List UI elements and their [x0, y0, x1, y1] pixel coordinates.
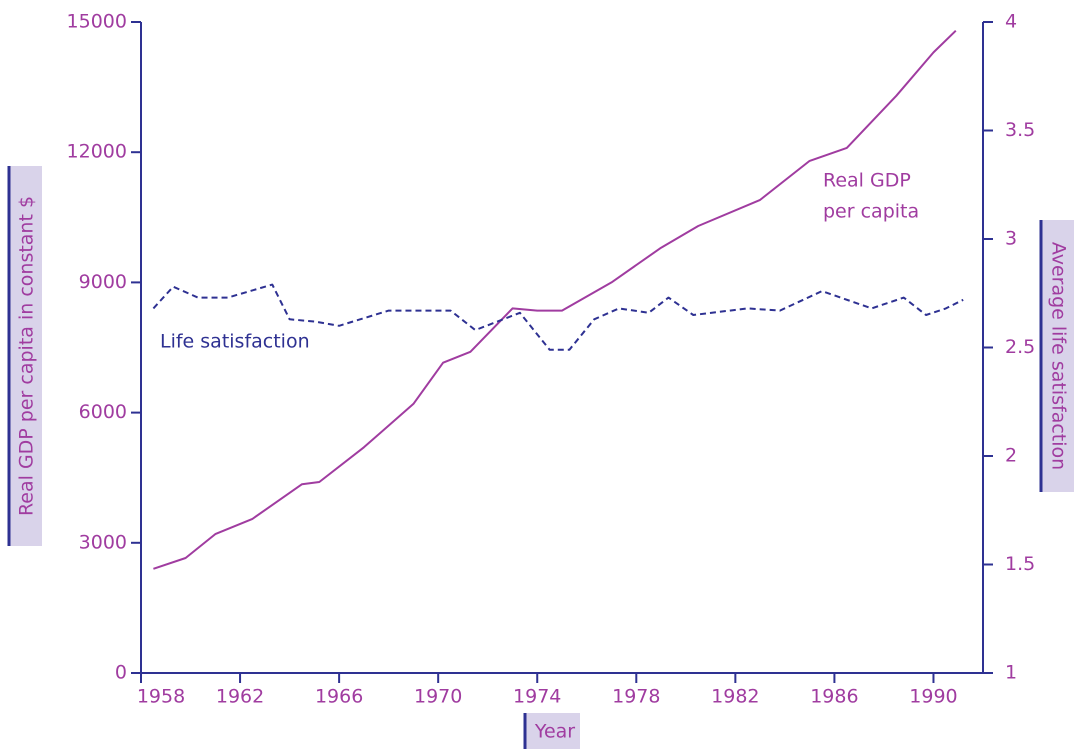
y2-tick-label: 3.5	[1005, 119, 1035, 141]
ylabel-box	[8, 166, 42, 546]
annotation: per capita	[823, 201, 919, 223]
x-tick-label: 1986	[810, 686, 858, 708]
y2-axis-label: Average life satisfaction	[1048, 242, 1070, 470]
y-tick-label: 6000	[79, 401, 127, 423]
x-tick-label: 1990	[909, 686, 957, 708]
x-tick-label: 1978	[612, 686, 660, 708]
y2label-box	[1040, 220, 1074, 492]
x-axis-label: Year	[534, 721, 575, 743]
y2-tick-label: 1.5	[1005, 553, 1035, 575]
series-line	[153, 29, 957, 570]
y-tick-label: 0	[115, 662, 127, 684]
annotation: Real GDP	[823, 170, 911, 192]
y-tick-label: 9000	[79, 271, 127, 293]
x-tick-label: 1958	[137, 686, 185, 708]
series-line	[152, 283, 964, 351]
y-axis-label: Real GDP per capita in constant $	[16, 196, 38, 516]
x-tick-label: 1974	[513, 686, 561, 708]
y-tick-label: 15000	[67, 11, 127, 33]
y2-tick-label: 1	[1005, 662, 1017, 684]
y-tick-label: 3000	[79, 531, 127, 553]
y-tick-label: 12000	[67, 141, 127, 163]
x-tick-label: 1966	[315, 686, 363, 708]
y2-tick-label: 2	[1005, 445, 1017, 467]
y2-tick-label: 4	[1005, 11, 1017, 33]
y2-tick-label: 3	[1005, 228, 1017, 250]
xlabel-box	[524, 713, 580, 749]
x-tick-label: 1970	[414, 686, 462, 708]
x-tick-label: 1962	[216, 686, 264, 708]
x-tick-label: 1982	[711, 686, 759, 708]
y2-tick-label: 2.5	[1005, 336, 1035, 358]
annotation: Life satisfaction	[160, 331, 310, 353]
